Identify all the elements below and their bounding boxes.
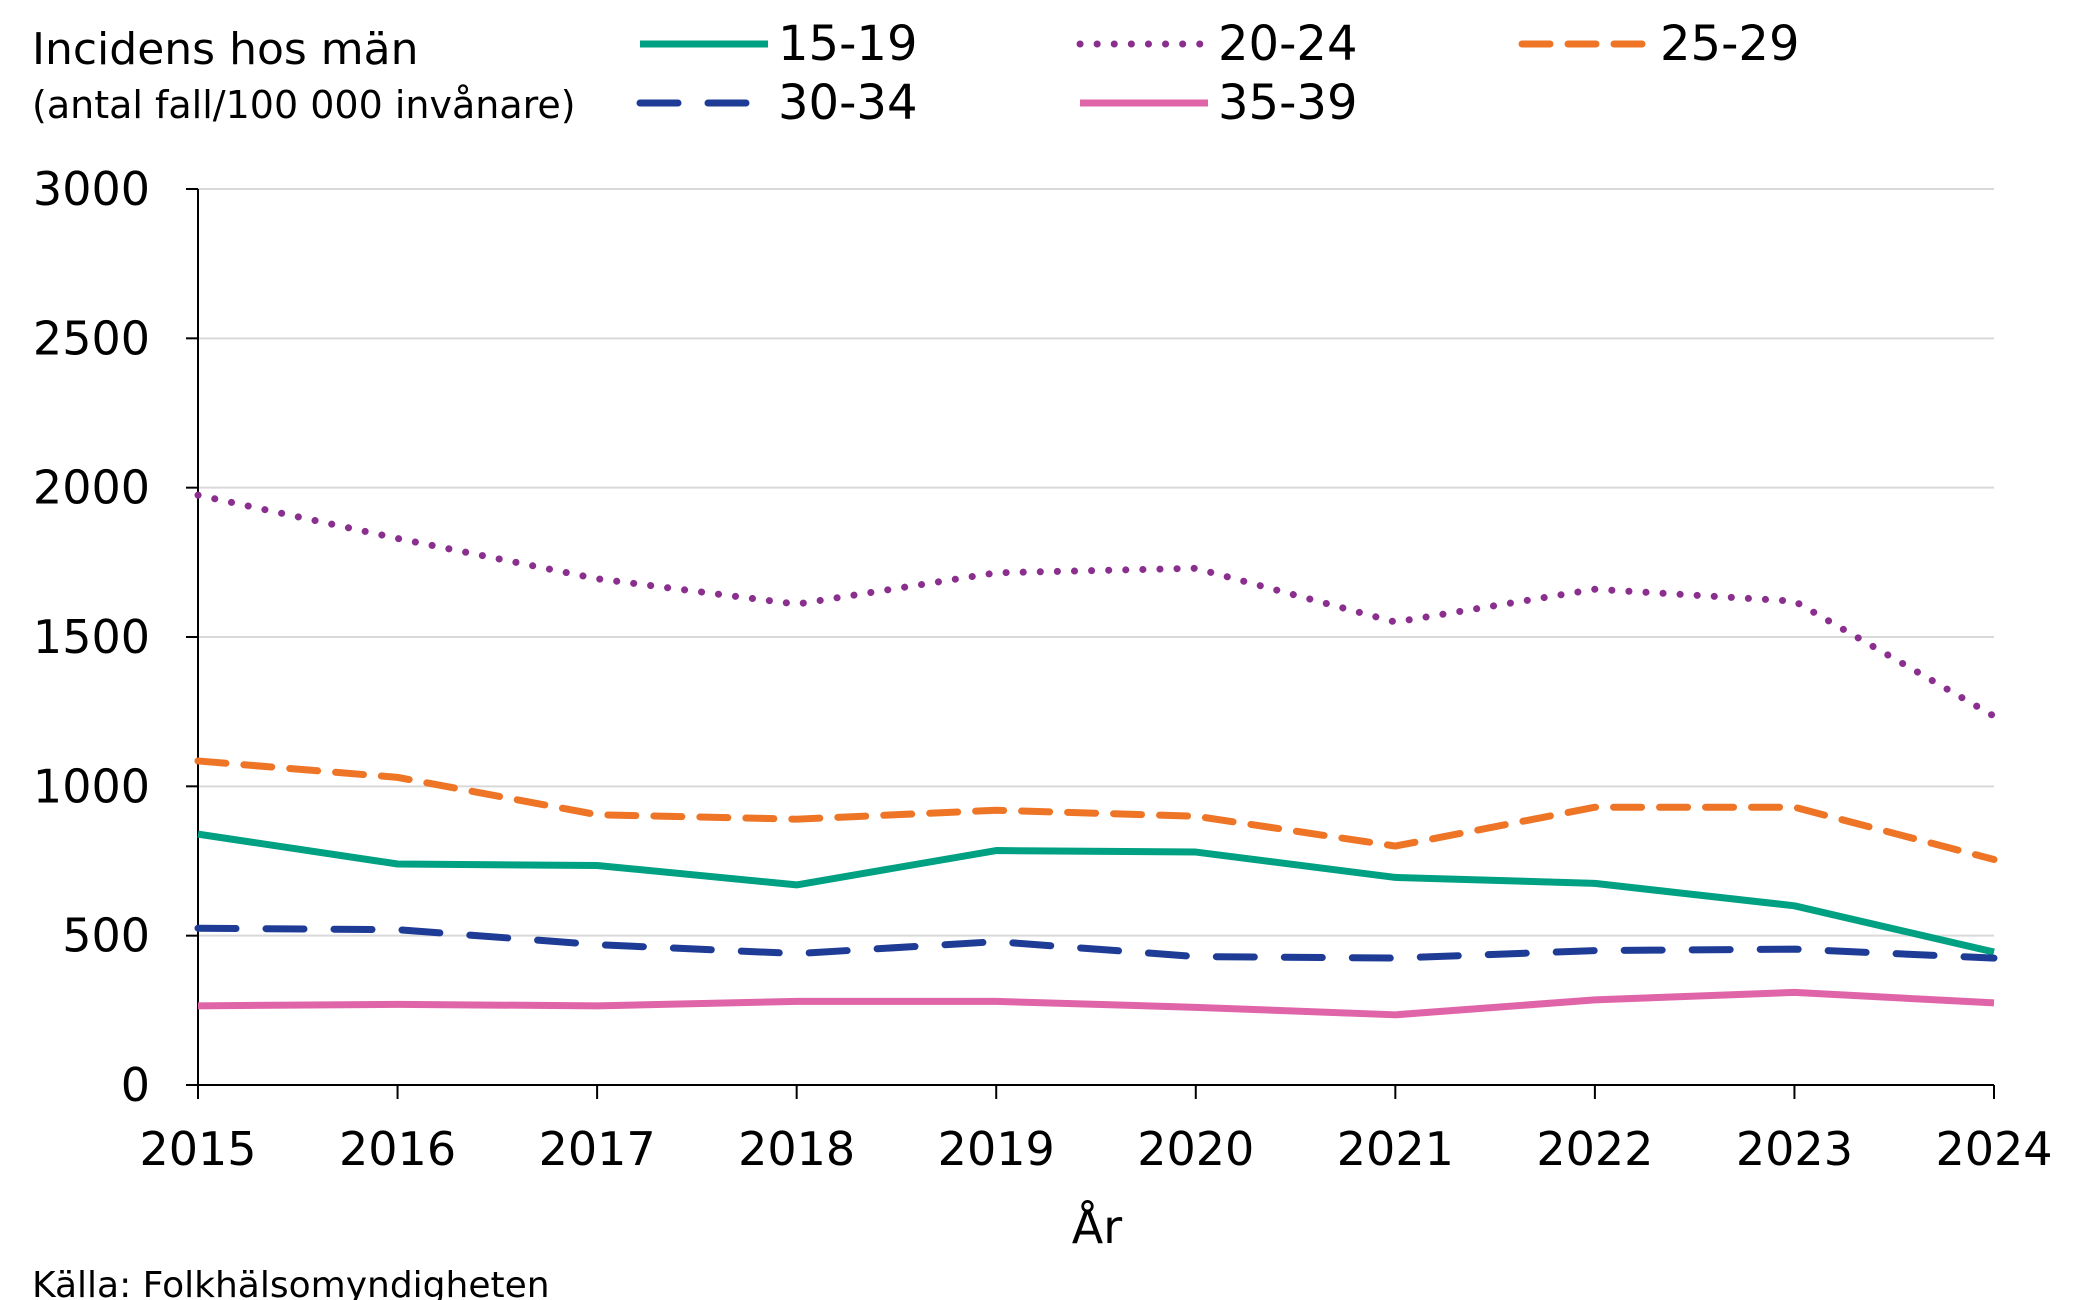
x-tick-label: 2017 [539, 1122, 656, 1176]
legend-item-15-19: 15-19 [640, 16, 917, 72]
x-tick-label: 2021 [1337, 1122, 1454, 1176]
series-line-30-34 [194, 924, 1998, 962]
legend-label: 35-39 [1218, 75, 1357, 131]
x-tick-label: 2019 [938, 1122, 1055, 1176]
x-tick-label: 2016 [339, 1122, 456, 1176]
legend-label: 30-34 [778, 75, 917, 131]
gridlines [198, 188, 1994, 937]
legend-item-20-24: 20-24 [1076, 16, 1357, 72]
y-tick-label: 2500 [33, 311, 150, 365]
series-line-20-24 [194, 491, 1998, 720]
y-tick-label: 3000 [33, 162, 150, 216]
y-axis-subtitle: (antal fall/100 000 invånare) [32, 83, 576, 127]
y-tick-label: 0 [121, 1058, 150, 1112]
y-tick-label: 1500 [33, 610, 150, 664]
series-lines [194, 491, 1998, 1019]
legend-item-35-39: 35-39 [1080, 75, 1357, 131]
y-tick-label: 1000 [33, 759, 150, 813]
x-axis-ticks: 2015 2016 2017 2018 2019 2020 2021 2022 2023 2024 [139, 1085, 2053, 1176]
x-tick-label: 2018 [738, 1122, 855, 1176]
x-axis-title: År [1072, 1200, 1122, 1254]
legend-label: 15-19 [778, 16, 917, 72]
y-tick-label: 2000 [33, 461, 150, 515]
x-tick-label: 2023 [1736, 1122, 1853, 1176]
x-tick-label: 2015 [139, 1122, 256, 1176]
series-line-35-39 [197, 988, 1995, 1019]
y-axis-title: Incidens hos män [32, 24, 419, 75]
series-line-25-29 [194, 757, 1998, 864]
source-note: Källa: Folkhälsomyndigheten [32, 1265, 550, 1300]
x-tick-label: 2022 [1536, 1122, 1653, 1176]
y-axis-ticks: 0 500 1000 1500 2000 2500 3000 [33, 162, 198, 1112]
legend: 15-19 20-24 25-29 30-34 35-39 [636, 16, 1799, 131]
series-line-15-19 [197, 830, 1995, 956]
x-tick-label: 2024 [1935, 1122, 2052, 1176]
legend-item-30-34: 30-34 [636, 75, 917, 131]
legend-label: 25-29 [1660, 16, 1799, 72]
legend-item-25-29: 25-29 [1518, 16, 1799, 72]
y-tick-label: 500 [62, 909, 150, 963]
x-tick-label: 2020 [1137, 1122, 1254, 1176]
legend-label: 20-24 [1218, 16, 1357, 72]
